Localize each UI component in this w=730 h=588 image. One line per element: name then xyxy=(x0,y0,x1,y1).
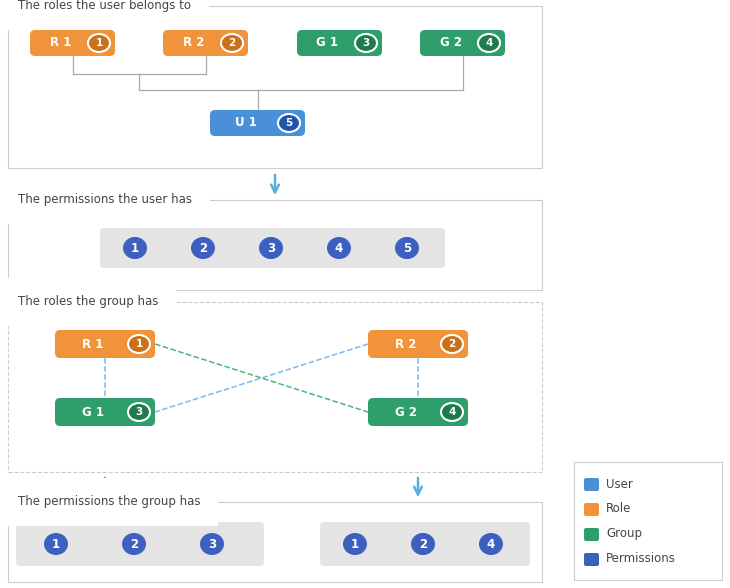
FancyBboxPatch shape xyxy=(420,30,505,56)
Ellipse shape xyxy=(343,533,367,555)
FancyBboxPatch shape xyxy=(55,398,155,426)
FancyBboxPatch shape xyxy=(320,522,530,566)
Text: Group: Group xyxy=(606,527,642,540)
Text: 3: 3 xyxy=(208,537,216,550)
Text: G 1: G 1 xyxy=(317,36,339,49)
Text: 4: 4 xyxy=(487,537,495,550)
Text: 4: 4 xyxy=(485,38,493,48)
Text: U 1: U 1 xyxy=(234,116,256,129)
Text: G 2: G 2 xyxy=(395,406,417,419)
Text: Permissions: Permissions xyxy=(606,553,676,566)
Ellipse shape xyxy=(123,237,147,259)
Ellipse shape xyxy=(221,34,243,52)
Text: 2: 2 xyxy=(228,38,236,48)
Ellipse shape xyxy=(44,533,68,555)
FancyBboxPatch shape xyxy=(368,398,468,426)
Bar xyxy=(574,462,722,580)
Text: G 1: G 1 xyxy=(82,406,104,419)
Ellipse shape xyxy=(395,237,419,259)
Text: 4: 4 xyxy=(448,407,456,417)
FancyBboxPatch shape xyxy=(100,228,445,268)
Text: R 1: R 1 xyxy=(50,36,72,49)
Text: 5: 5 xyxy=(285,118,293,128)
Ellipse shape xyxy=(441,403,463,421)
Text: The permissions the user has: The permissions the user has xyxy=(18,193,192,206)
Text: R 1: R 1 xyxy=(82,338,104,350)
Text: G 2: G 2 xyxy=(439,36,461,49)
Text: R 2: R 2 xyxy=(182,36,204,49)
FancyBboxPatch shape xyxy=(584,503,599,516)
Text: 1: 1 xyxy=(135,339,142,349)
Text: 2: 2 xyxy=(419,537,427,550)
FancyBboxPatch shape xyxy=(55,330,155,358)
Ellipse shape xyxy=(411,533,435,555)
Text: 4: 4 xyxy=(335,242,343,255)
Text: User: User xyxy=(606,477,633,490)
Ellipse shape xyxy=(441,335,463,353)
Ellipse shape xyxy=(327,237,351,259)
Text: 3: 3 xyxy=(135,407,142,417)
Ellipse shape xyxy=(191,237,215,259)
Ellipse shape xyxy=(278,114,300,132)
Text: 1: 1 xyxy=(131,242,139,255)
Text: 2: 2 xyxy=(448,339,456,349)
Text: The roles the group has: The roles the group has xyxy=(18,296,158,309)
Ellipse shape xyxy=(128,403,150,421)
Ellipse shape xyxy=(200,533,224,555)
FancyBboxPatch shape xyxy=(210,110,305,136)
Bar xyxy=(8,302,542,472)
Text: 3: 3 xyxy=(267,242,275,255)
Text: 1: 1 xyxy=(96,38,103,48)
Bar xyxy=(8,502,542,582)
Bar xyxy=(8,6,542,168)
Text: 2: 2 xyxy=(130,537,138,550)
FancyBboxPatch shape xyxy=(584,528,599,541)
Bar xyxy=(8,200,542,290)
Text: 5: 5 xyxy=(403,242,411,255)
Ellipse shape xyxy=(479,533,503,555)
Ellipse shape xyxy=(478,34,500,52)
Ellipse shape xyxy=(355,34,377,52)
Ellipse shape xyxy=(88,34,110,52)
FancyBboxPatch shape xyxy=(30,30,115,56)
Ellipse shape xyxy=(259,237,283,259)
Text: Role: Role xyxy=(606,503,631,516)
Text: 1: 1 xyxy=(52,537,60,550)
Text: R 2: R 2 xyxy=(396,338,417,350)
Ellipse shape xyxy=(122,533,146,555)
FancyBboxPatch shape xyxy=(584,478,599,491)
Ellipse shape xyxy=(128,335,150,353)
Text: 3: 3 xyxy=(362,38,369,48)
Text: 2: 2 xyxy=(199,242,207,255)
FancyBboxPatch shape xyxy=(163,30,248,56)
Text: 1: 1 xyxy=(351,537,359,550)
FancyBboxPatch shape xyxy=(297,30,382,56)
Text: The roles the user belongs to: The roles the user belongs to xyxy=(18,0,191,12)
FancyBboxPatch shape xyxy=(368,330,468,358)
FancyBboxPatch shape xyxy=(584,553,599,566)
Text: The permissions the group has: The permissions the group has xyxy=(18,496,201,509)
FancyBboxPatch shape xyxy=(16,522,264,566)
